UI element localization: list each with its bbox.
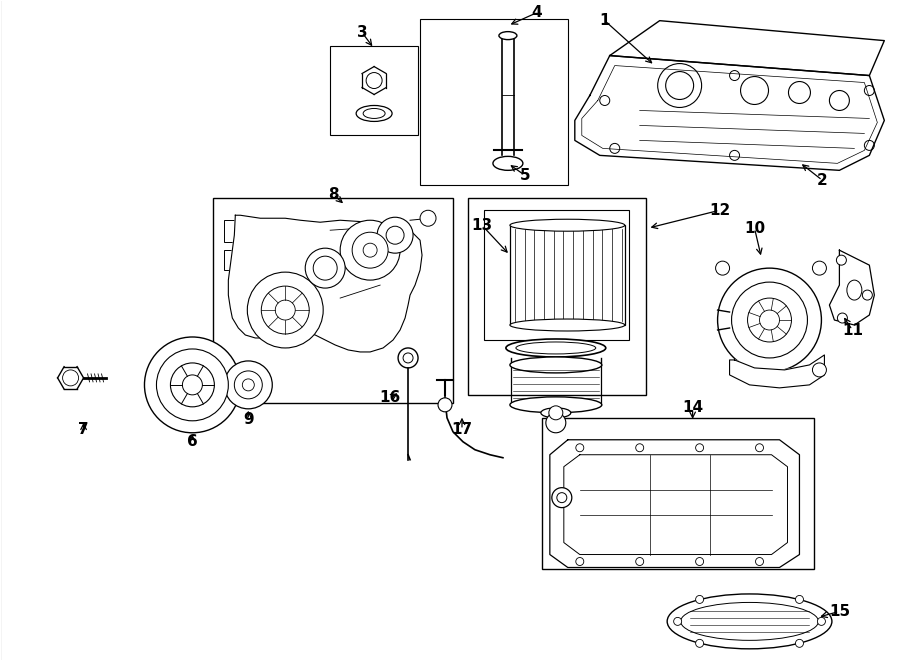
Ellipse shape bbox=[541, 408, 571, 418]
Ellipse shape bbox=[510, 219, 625, 231]
Bar bbox=[542, 418, 814, 570]
Text: 7: 7 bbox=[78, 422, 89, 438]
Circle shape bbox=[796, 639, 804, 647]
Circle shape bbox=[813, 363, 826, 377]
Circle shape bbox=[760, 310, 779, 330]
Text: 17: 17 bbox=[452, 422, 472, 438]
Circle shape bbox=[377, 217, 413, 253]
Circle shape bbox=[261, 286, 310, 334]
Circle shape bbox=[635, 557, 644, 566]
Text: 6: 6 bbox=[187, 434, 198, 449]
Polygon shape bbox=[550, 440, 799, 568]
Circle shape bbox=[234, 371, 262, 399]
Circle shape bbox=[716, 261, 730, 275]
Polygon shape bbox=[575, 56, 885, 171]
Circle shape bbox=[420, 210, 436, 226]
Circle shape bbox=[145, 337, 240, 433]
Ellipse shape bbox=[847, 280, 862, 300]
Circle shape bbox=[313, 256, 338, 280]
Text: 16: 16 bbox=[380, 391, 400, 405]
Circle shape bbox=[813, 261, 826, 275]
Polygon shape bbox=[229, 215, 422, 352]
Ellipse shape bbox=[506, 339, 606, 357]
Circle shape bbox=[398, 348, 418, 368]
Ellipse shape bbox=[510, 357, 602, 373]
Text: 10: 10 bbox=[744, 221, 765, 236]
Text: 8: 8 bbox=[328, 187, 338, 202]
Circle shape bbox=[696, 639, 704, 647]
Circle shape bbox=[63, 370, 78, 386]
Circle shape bbox=[248, 272, 323, 348]
Circle shape bbox=[696, 557, 704, 566]
Circle shape bbox=[242, 379, 255, 391]
Circle shape bbox=[183, 375, 202, 395]
Circle shape bbox=[352, 232, 388, 268]
Circle shape bbox=[305, 248, 346, 288]
Circle shape bbox=[837, 313, 848, 323]
Circle shape bbox=[403, 353, 413, 363]
Ellipse shape bbox=[510, 319, 625, 331]
Text: 2: 2 bbox=[817, 173, 828, 188]
Circle shape bbox=[696, 596, 704, 603]
Ellipse shape bbox=[493, 157, 523, 171]
Bar bbox=[468, 198, 645, 395]
Circle shape bbox=[170, 363, 214, 407]
Bar bbox=[213, 198, 453, 403]
Circle shape bbox=[549, 406, 562, 420]
Polygon shape bbox=[610, 20, 885, 75]
Circle shape bbox=[696, 444, 704, 451]
Circle shape bbox=[862, 290, 872, 300]
Text: 13: 13 bbox=[472, 217, 492, 233]
Circle shape bbox=[755, 444, 763, 451]
Circle shape bbox=[836, 255, 846, 265]
Circle shape bbox=[340, 220, 400, 280]
Ellipse shape bbox=[680, 602, 818, 641]
Ellipse shape bbox=[516, 342, 596, 354]
Text: 14: 14 bbox=[682, 401, 703, 415]
Circle shape bbox=[796, 596, 804, 603]
Ellipse shape bbox=[667, 594, 832, 649]
Circle shape bbox=[674, 617, 681, 625]
Circle shape bbox=[817, 617, 825, 625]
Bar bbox=[420, 19, 568, 185]
Circle shape bbox=[386, 226, 404, 244]
Ellipse shape bbox=[510, 397, 602, 413]
Circle shape bbox=[748, 298, 791, 342]
Bar bbox=[224, 220, 244, 242]
Circle shape bbox=[755, 557, 763, 566]
Bar bbox=[510, 225, 625, 325]
Circle shape bbox=[717, 268, 822, 372]
Circle shape bbox=[576, 557, 584, 566]
Bar bbox=[484, 210, 629, 340]
Circle shape bbox=[576, 444, 584, 451]
Ellipse shape bbox=[499, 32, 517, 40]
Text: 15: 15 bbox=[829, 604, 850, 619]
Circle shape bbox=[157, 349, 229, 421]
Polygon shape bbox=[830, 250, 874, 325]
Bar bbox=[330, 46, 418, 136]
Text: 5: 5 bbox=[519, 168, 530, 183]
Circle shape bbox=[275, 300, 295, 320]
Circle shape bbox=[546, 413, 566, 433]
Bar bbox=[224, 250, 242, 270]
Circle shape bbox=[438, 398, 452, 412]
Circle shape bbox=[224, 361, 273, 409]
Circle shape bbox=[557, 492, 567, 502]
Circle shape bbox=[552, 488, 572, 508]
Text: 9: 9 bbox=[243, 412, 254, 427]
Circle shape bbox=[732, 282, 807, 358]
Text: 4: 4 bbox=[532, 5, 542, 20]
Circle shape bbox=[635, 444, 644, 451]
Circle shape bbox=[363, 243, 377, 257]
Polygon shape bbox=[730, 355, 824, 388]
Text: 1: 1 bbox=[599, 13, 610, 28]
Text: 11: 11 bbox=[842, 323, 863, 338]
Text: 12: 12 bbox=[709, 203, 730, 217]
Text: 3: 3 bbox=[356, 25, 367, 40]
